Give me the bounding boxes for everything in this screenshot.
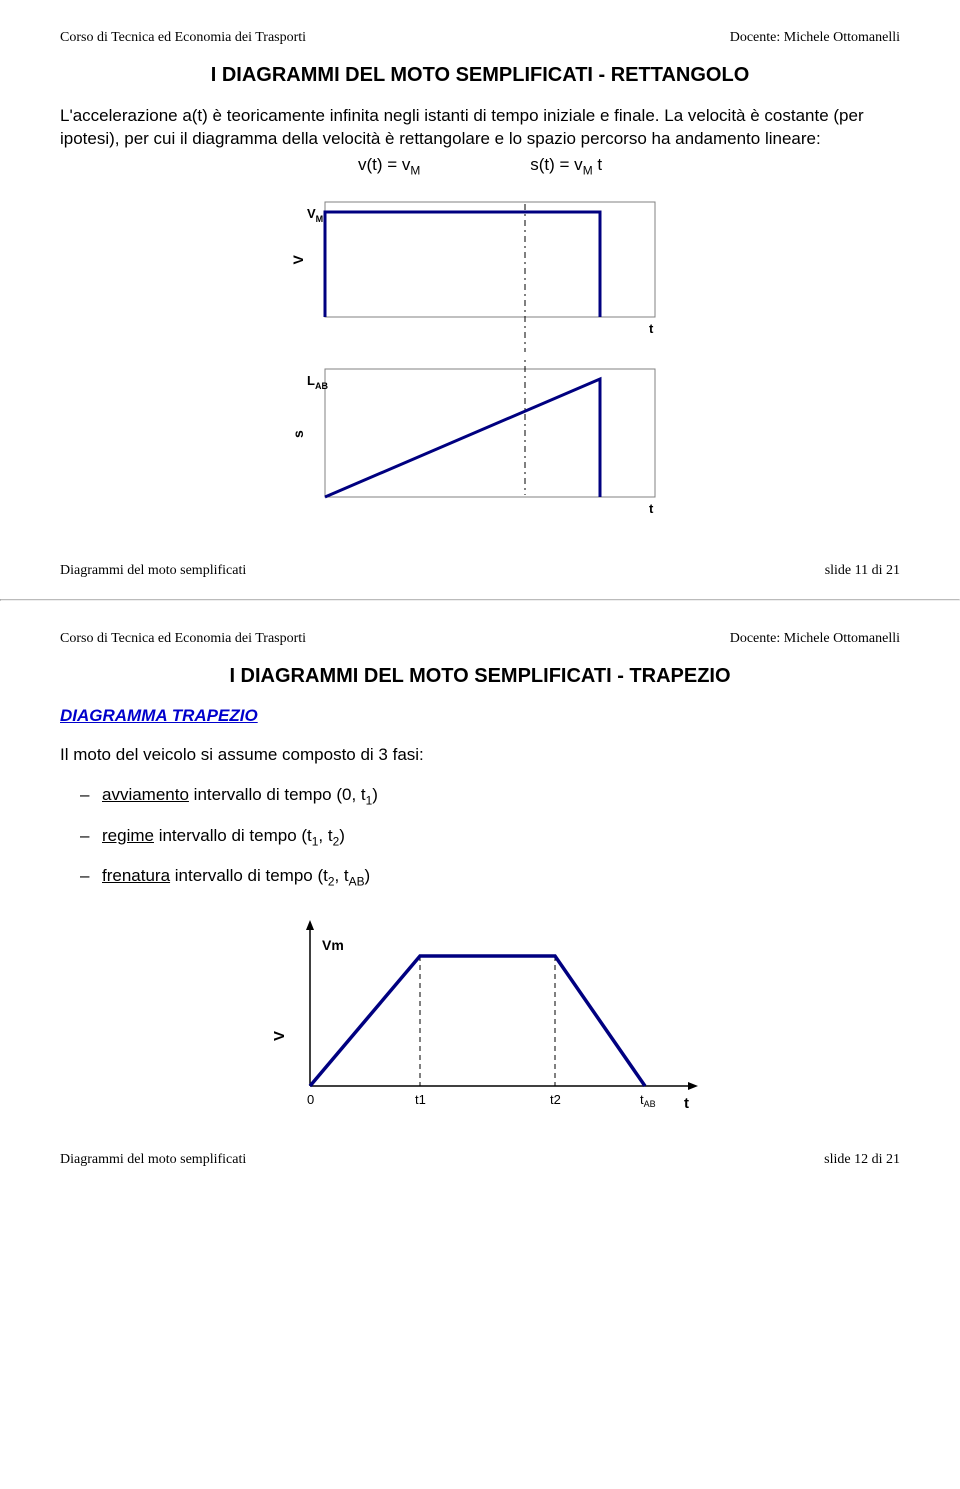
- list-item: avviamento intervallo di tempo (0, t1): [102, 785, 900, 807]
- teacher-name: Docente: Michele Ottomanelli: [730, 30, 900, 46]
- header: Corso di Tecnica ed Economia dei Traspor…: [60, 631, 900, 647]
- phase-list: avviamento intervallo di tempo (0, t1) r…: [60, 785, 900, 888]
- svg-text:V: V: [290, 255, 306, 265]
- svg-text:t1: t1: [415, 1092, 426, 1107]
- header: Corso di Tecnica ed Economia dei Traspor…: [60, 30, 900, 46]
- velocity-chart: VM Vt: [60, 187, 900, 357]
- footer: Diagrammi del moto semplificati slide 11…: [60, 563, 900, 579]
- formula-v: v(t) = vM: [358, 155, 420, 177]
- slide-11: Corso di Tecnica ed Economia dei Traspor…: [0, 0, 960, 599]
- svg-text:VM: VM: [307, 206, 323, 224]
- svg-text:tAB: tAB: [640, 1092, 656, 1109]
- svg-text:t: t: [684, 1095, 689, 1112]
- course-name: Corso di Tecnica ed Economia dei Traspor…: [60, 30, 306, 46]
- page-title: I DIAGRAMMI DEL MOTO SEMPLIFICATI - RETT…: [60, 64, 900, 87]
- formula-row: v(t) = vM s(t) = vM t: [60, 155, 900, 177]
- intro-text: Il moto del veicolo si assume composto d…: [60, 744, 900, 767]
- footer-right: slide 11 di 21: [825, 563, 900, 579]
- list-item: frenatura intervallo di tempo (t2, tAB): [102, 866, 900, 888]
- svg-text:t: t: [649, 501, 654, 516]
- svg-text:t: t: [649, 321, 654, 336]
- trapezoid-chart: Vm V 0 t1 t2 tAB t: [60, 906, 900, 1126]
- svg-text:V: V: [271, 1031, 288, 1041]
- svg-text:Vm: Vm: [322, 937, 344, 953]
- slide-12: Corso di Tecnica ed Economia dei Traspor…: [0, 601, 960, 1188]
- trapezoid-chart-svg: Vm V 0 t1 t2 tAB t: [250, 906, 710, 1126]
- velocity-chart-svg: VM Vt: [280, 187, 680, 357]
- footer-left: Diagrammi del moto semplificati: [60, 1152, 246, 1168]
- list-item: regime intervallo di tempo (t1, t2): [102, 826, 900, 848]
- footer-left: Diagrammi del moto semplificati: [60, 563, 246, 579]
- course-name: Corso di Tecnica ed Economia dei Traspor…: [60, 631, 306, 647]
- svg-text:t2: t2: [550, 1092, 561, 1107]
- subtitle: DIAGRAMMA TRAPEZIO: [60, 706, 900, 726]
- footer-right: slide 12 di 21: [824, 1152, 900, 1168]
- formula-s: s(t) = vM t: [530, 155, 602, 177]
- body-paragraph: L'accelerazione a(t) è teoricamente infi…: [60, 105, 900, 151]
- space-chart: LABst: [60, 357, 900, 537]
- svg-text:0: 0: [307, 1092, 314, 1107]
- space-chart-svg: LABst: [280, 357, 680, 537]
- page-title: I DIAGRAMMI DEL MOTO SEMPLIFICATI - TRAP…: [60, 665, 900, 688]
- svg-text:s: s: [290, 430, 306, 438]
- footer: Diagrammi del moto semplificati slide 12…: [60, 1152, 900, 1168]
- teacher-name: Docente: Michele Ottomanelli: [730, 631, 900, 647]
